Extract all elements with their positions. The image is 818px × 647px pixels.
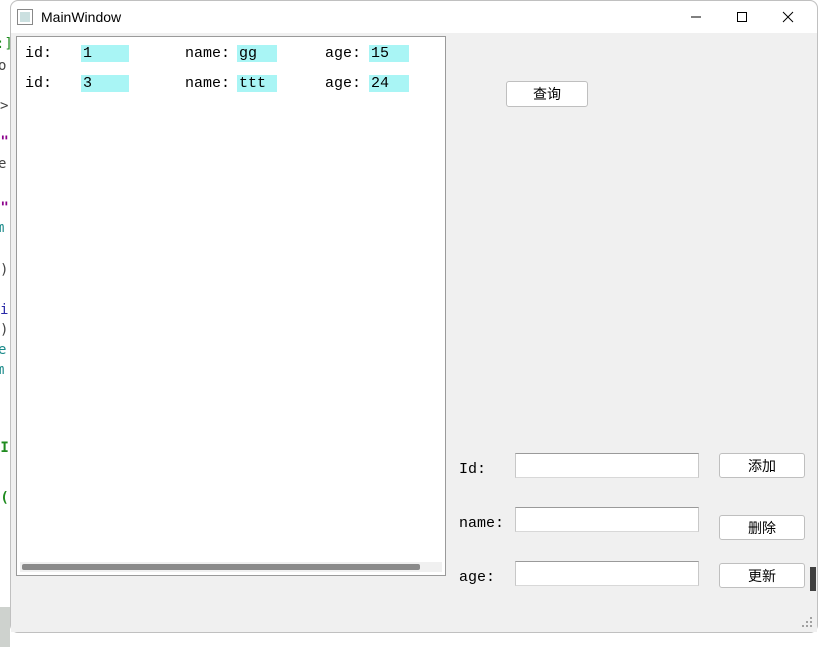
row-age-value: 15 bbox=[369, 45, 409, 62]
gutter-frag: ) bbox=[0, 262, 8, 278]
main-window: MainWindow id:1name:ggage:15id:3name:ttt… bbox=[10, 0, 818, 633]
gutter-frag: o bbox=[0, 58, 6, 74]
list-content: id:1 name:gg age:15 id:3 name:ttt age:24 bbox=[17, 37, 445, 105]
minimize-button[interactable] bbox=[673, 1, 719, 33]
gutter-frag: o" bbox=[0, 134, 9, 150]
gutter-frag: m bbox=[0, 362, 4, 378]
row-name-label: name: bbox=[185, 75, 237, 92]
maximize-icon bbox=[736, 11, 748, 23]
resize-grip[interactable] bbox=[799, 614, 815, 630]
gutter-frag: 'I bbox=[0, 440, 9, 456]
title-bar[interactable]: MainWindow bbox=[11, 1, 817, 33]
row-age-label: age: bbox=[325, 45, 369, 62]
row-id-label: id: bbox=[21, 45, 81, 62]
gutter-frag: '( bbox=[0, 490, 9, 506]
list-row[interactable]: id:1 name:gg age:15 bbox=[21, 45, 441, 75]
maximize-button[interactable] bbox=[719, 1, 765, 33]
resize-grip-icon bbox=[799, 614, 815, 630]
add-button[interactable]: 添加 bbox=[719, 453, 805, 478]
horizontal-scrollbar[interactable] bbox=[20, 562, 442, 572]
row-age-value: 24 bbox=[369, 75, 409, 92]
delete-button[interactable]: 删除 bbox=[719, 515, 805, 540]
row-name-value: gg bbox=[237, 45, 277, 62]
row-id-value: 3 bbox=[81, 75, 129, 92]
gutter-bottom bbox=[0, 607, 10, 647]
age-label: age: bbox=[459, 569, 495, 586]
row-name-label: name: bbox=[185, 45, 237, 62]
app-icon bbox=[17, 9, 33, 25]
gutter-frag: ) bbox=[0, 322, 8, 338]
name-label: name: bbox=[459, 515, 504, 532]
age-input[interactable] bbox=[515, 561, 699, 586]
close-button[interactable] bbox=[765, 1, 811, 33]
client-area: id:1name:ggage:15id:3name:tttage:24 查询 I… bbox=[11, 33, 817, 632]
row-name-value: ttt bbox=[237, 75, 277, 92]
gutter-frag: i bbox=[0, 302, 8, 318]
id-label: Id: bbox=[459, 461, 486, 478]
id-input[interactable] bbox=[515, 453, 699, 478]
list-row[interactable]: id:3 name:ttt age:24 bbox=[21, 75, 441, 105]
scrollbar-thumb[interactable] bbox=[22, 564, 420, 570]
window-controls bbox=[673, 1, 811, 33]
name-input[interactable] bbox=[515, 507, 699, 532]
window-title: MainWindow bbox=[41, 9, 121, 25]
gutter-frag: :] bbox=[0, 36, 10, 52]
row-age-label: age: bbox=[325, 75, 369, 92]
gutter-frag: e bbox=[0, 156, 6, 172]
background-edge bbox=[810, 567, 816, 591]
results-list[interactable]: id:1 name:gg age:15 id:3 name:ttt age:24 bbox=[16, 36, 446, 576]
close-icon bbox=[782, 11, 794, 23]
row-id-label: id: bbox=[21, 75, 81, 92]
query-button[interactable]: 查询 bbox=[506, 81, 588, 107]
gutter-frag: m bbox=[0, 220, 4, 236]
minimize-icon bbox=[690, 11, 702, 23]
update-button[interactable]: 更新 bbox=[719, 563, 805, 588]
gutter-frag: > bbox=[0, 98, 8, 114]
row-id-value: 1 bbox=[81, 45, 129, 62]
gutter-frag: n" bbox=[0, 200, 9, 216]
editor-gutter-fragment: :] o > o" e n" m ) i ) e m 'I '( bbox=[0, 0, 10, 647]
gutter-frag: e bbox=[0, 342, 6, 358]
